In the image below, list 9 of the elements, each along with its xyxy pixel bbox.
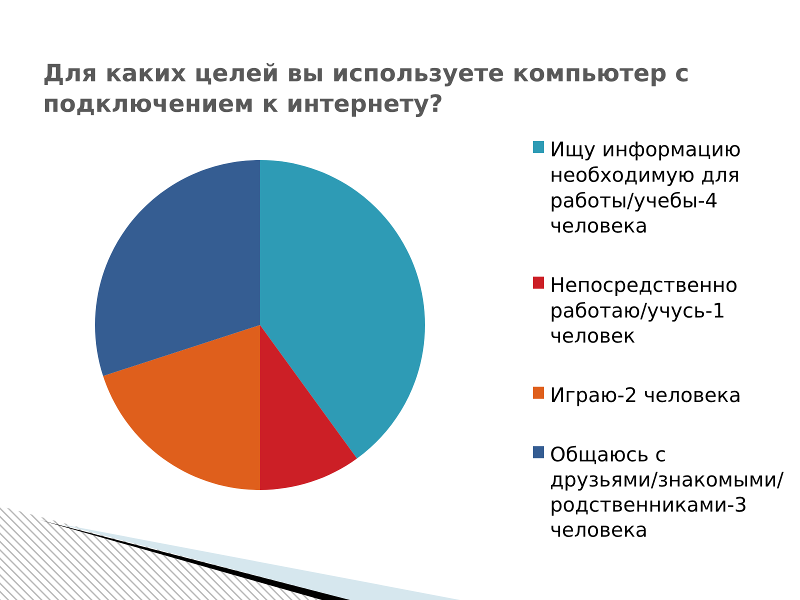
legend-label: Общаюсь с друзьями/знакомыми/родственниками-3 человека <box>551 446 784 538</box>
legend-label: Ищу информацию необходимую для работы/учебы-4 человека <box>551 142 740 233</box>
pie-slice <box>103 325 260 490</box>
chart-title: Для каких целей вы используете компьютер с подключением к интернету? <box>44 63 688 117</box>
legend-label: Непосредственно работаю/учусь-1 человек <box>551 277 737 343</box>
legend-label: Играю-2 человека <box>552 387 740 406</box>
pie-slice <box>95 160 260 376</box>
pie-slice <box>260 325 357 490</box>
pie-slice <box>260 160 425 458</box>
